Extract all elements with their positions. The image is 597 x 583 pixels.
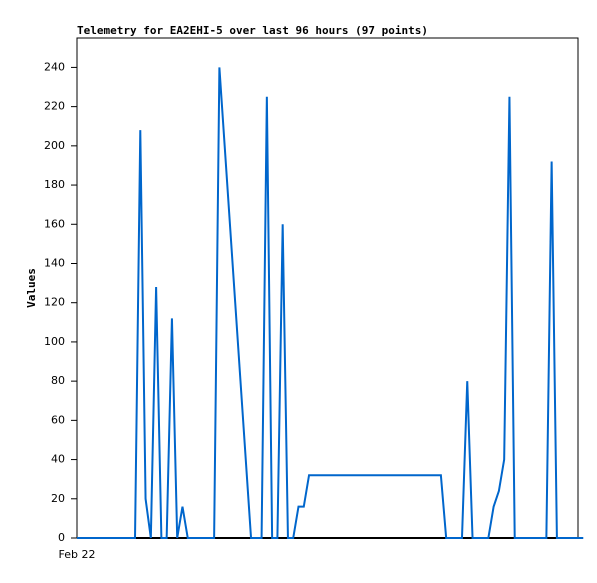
y-tick-label: 200 — [44, 139, 65, 152]
y-tick-label: 160 — [44, 217, 65, 230]
y-tick-label: 60 — [51, 413, 65, 426]
y-tick-label: 80 — [51, 374, 65, 387]
y-tick-label: 120 — [44, 296, 65, 309]
y-tick-label: 0 — [58, 531, 65, 544]
y-tick-label: 20 — [51, 492, 65, 505]
y-tick-label: 100 — [44, 335, 65, 348]
y-tick-label: 220 — [44, 100, 65, 113]
y-tick-label: 180 — [44, 178, 65, 191]
x-tick-label: Feb 22 — [59, 548, 96, 561]
y-axis-label: Values — [25, 268, 38, 308]
y-tick-label: 140 — [44, 256, 65, 269]
data-line — [77, 67, 584, 539]
y-tick-label: 40 — [51, 453, 65, 466]
chart-title: Telemetry for EA2EHI-5 over last 96 hour… — [77, 24, 428, 37]
y-tick-label: 240 — [44, 60, 65, 73]
